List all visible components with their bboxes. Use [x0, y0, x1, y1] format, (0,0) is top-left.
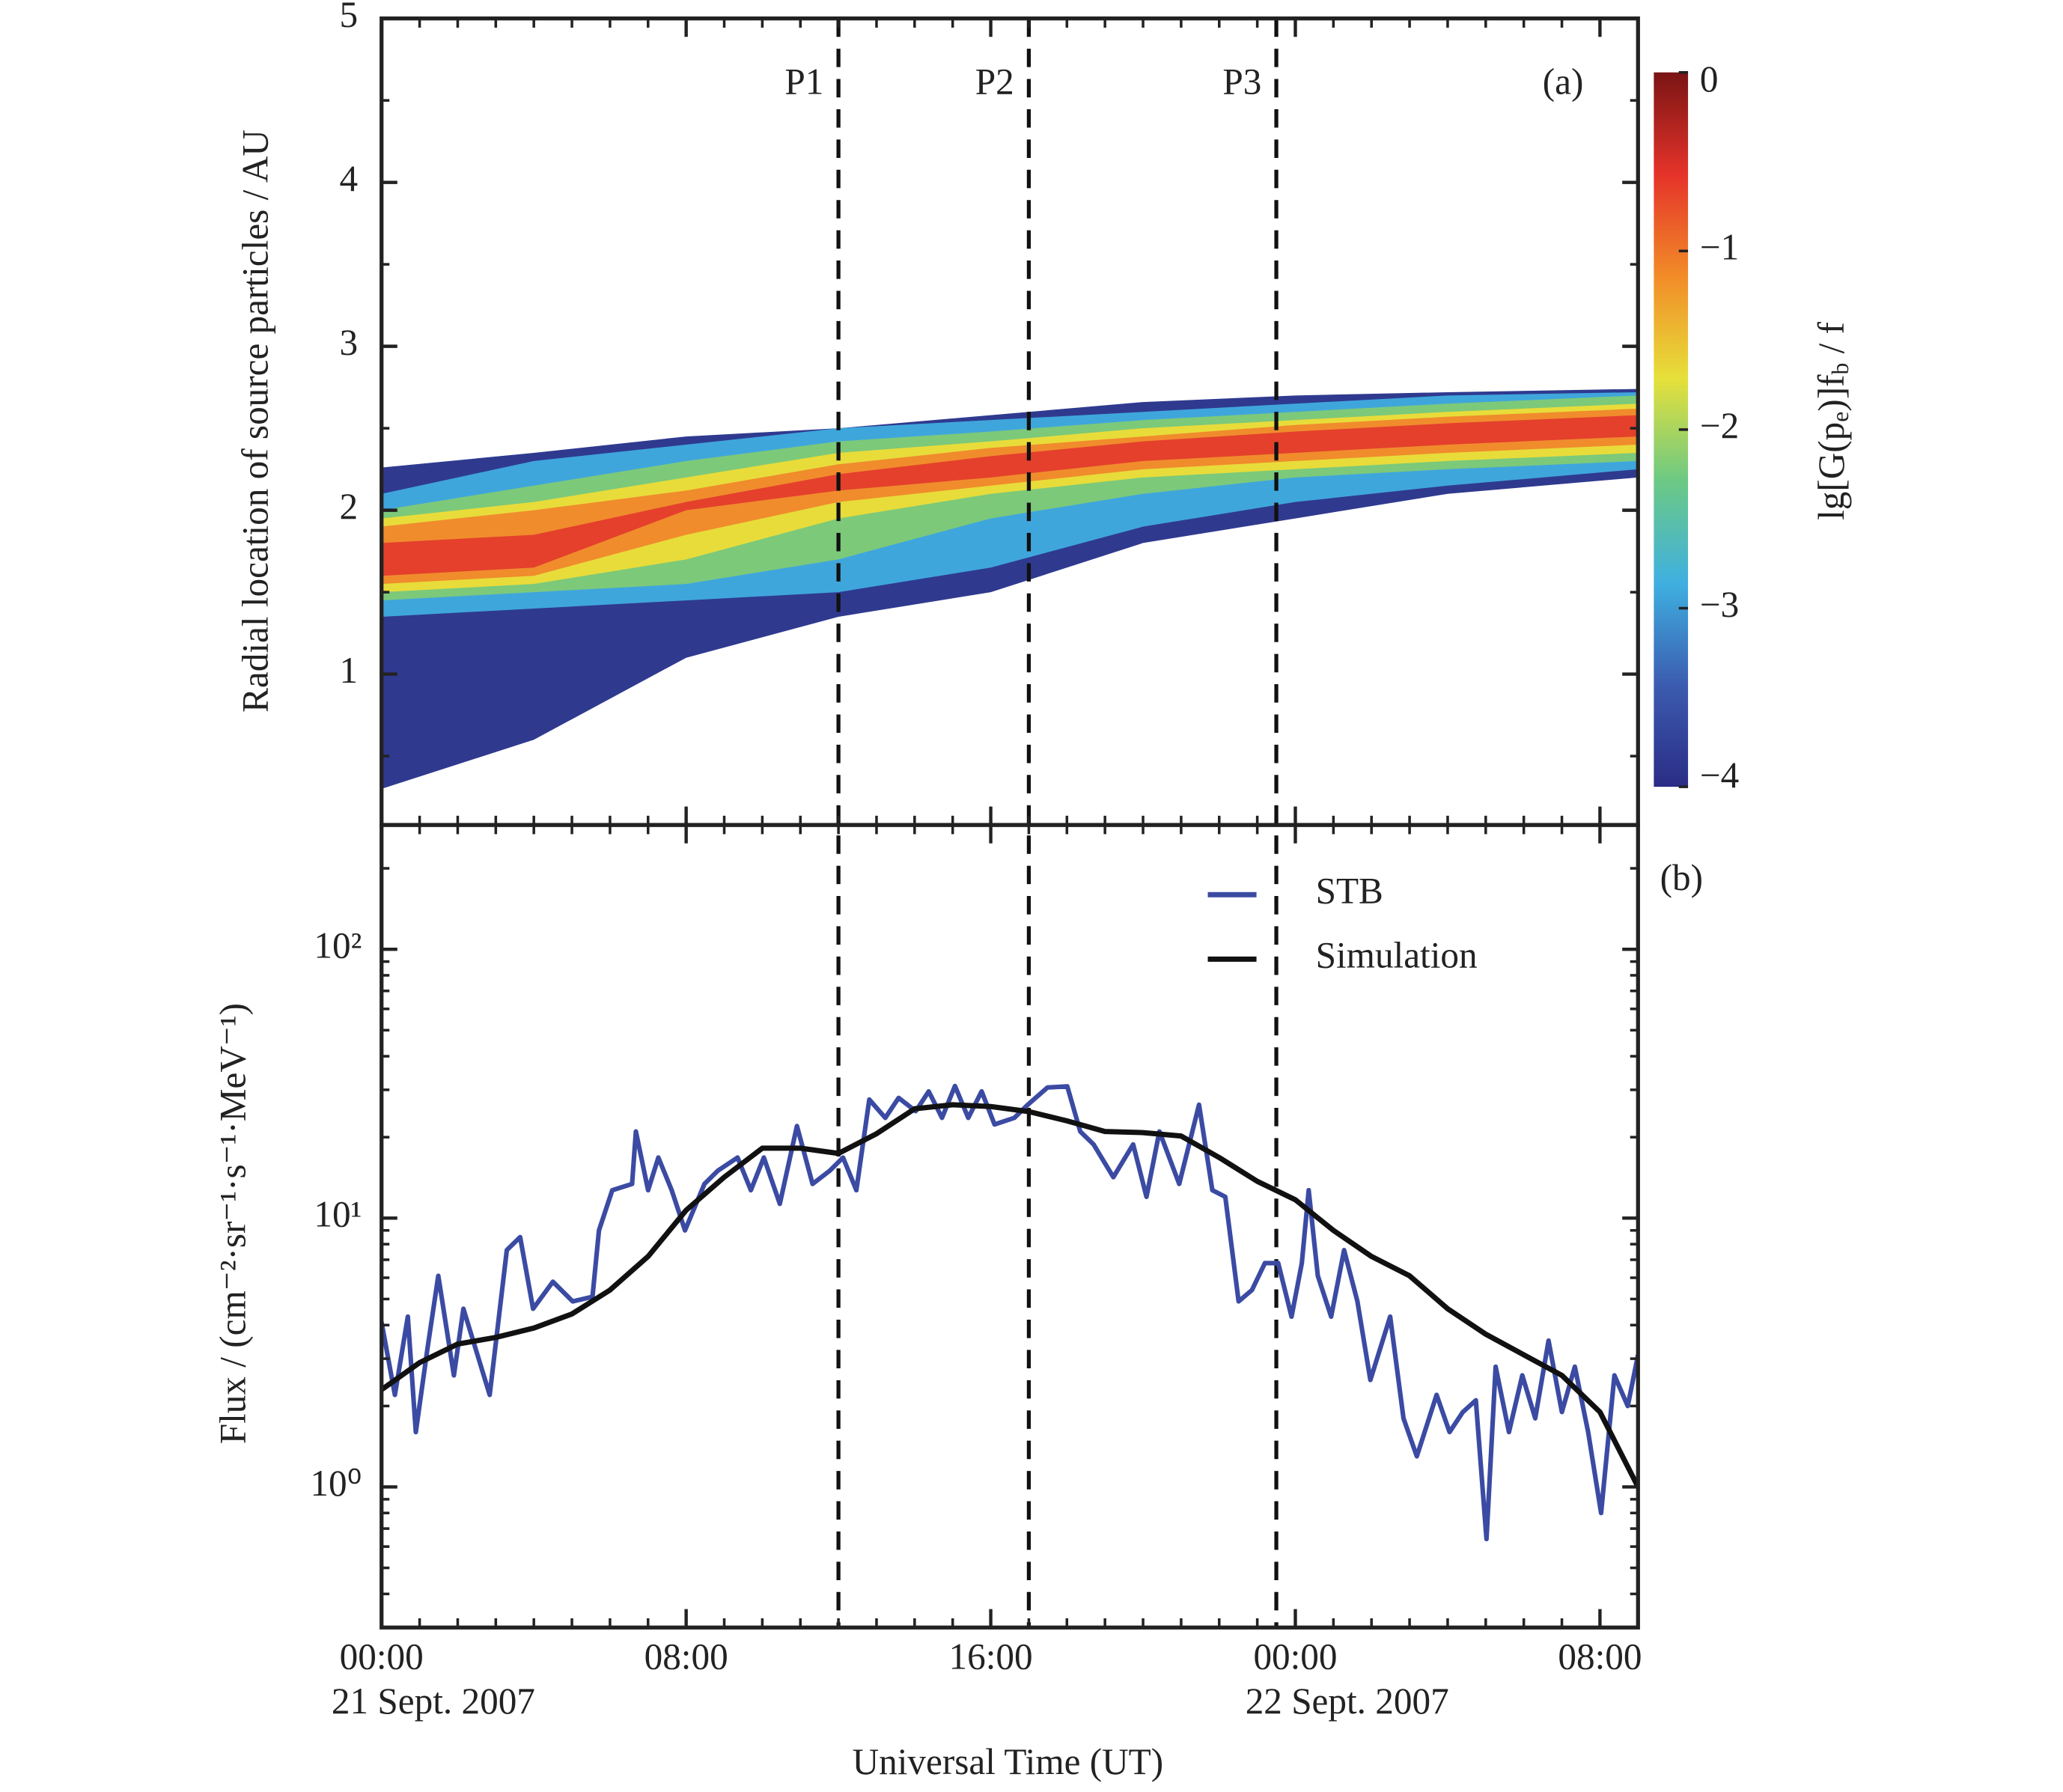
colorbar-tick-label: 0	[1700, 58, 1719, 100]
marker-label: P3	[1222, 61, 1261, 103]
x-tick-label: 08:00	[645, 1636, 728, 1677]
colorbar-label-part: )]f	[1811, 374, 1852, 412]
y-tick-label: 10⁰	[310, 1463, 362, 1504]
y-tick-label: 1	[339, 650, 358, 691]
colorbar-label-part: / f	[1811, 321, 1852, 362]
panel-label: (b)	[1660, 857, 1703, 898]
y-tick-label: 3	[339, 322, 358, 363]
x-tick-label: 16:00	[949, 1636, 1033, 1677]
colorbar-tick-label: −1	[1700, 227, 1739, 268]
legend-label: Simulation	[1316, 935, 1478, 976]
y-axis-label: Radial location of source particles / AU	[235, 129, 276, 713]
x-tick-label: 00:00	[340, 1636, 424, 1677]
y-tick-label: 10²	[314, 924, 362, 966]
date-label: 22 Sept. 2007	[1246, 1680, 1449, 1722]
colorbar-tick-label: −3	[1700, 584, 1739, 625]
x-axis-label: Universal Time (UT)	[853, 1741, 1163, 1782]
contour-band	[381, 408, 1639, 585]
x-tick-label: 00:00	[1253, 1636, 1337, 1677]
x-tick-label: 08:00	[1558, 1636, 1642, 1677]
y-axis-label: Flux / (cm⁻²·sr⁻¹·s⁻¹·MeV⁻¹)	[213, 1003, 254, 1444]
date-label: 21 Sept. 2007	[332, 1680, 535, 1722]
y-tick-label: 10¹	[314, 1194, 362, 1235]
series-line	[381, 1102, 1639, 1489]
marker-label: P2	[975, 61, 1014, 103]
y-tick-label: 5	[339, 0, 358, 35]
y-tick-label: 2	[339, 486, 358, 527]
y-tick-label: 4	[339, 158, 358, 199]
marker-label: P1	[784, 61, 823, 103]
colorbar-tick-label: −4	[1700, 755, 1739, 796]
panel-frame	[380, 823, 1640, 1630]
panel-label: (a)	[1543, 61, 1584, 103]
colorbar-label-part: lg[G(p	[1811, 422, 1852, 520]
colorbar-tick-label: −2	[1700, 405, 1739, 446]
contour-band	[381, 415, 1639, 576]
colorbar-label-part: b	[1827, 363, 1853, 375]
colorbar-label-part: e	[1827, 412, 1853, 422]
colorbar-label: lg[G(pe)]fb / f	[1811, 321, 1853, 519]
legend-label: STB	[1316, 871, 1383, 912]
